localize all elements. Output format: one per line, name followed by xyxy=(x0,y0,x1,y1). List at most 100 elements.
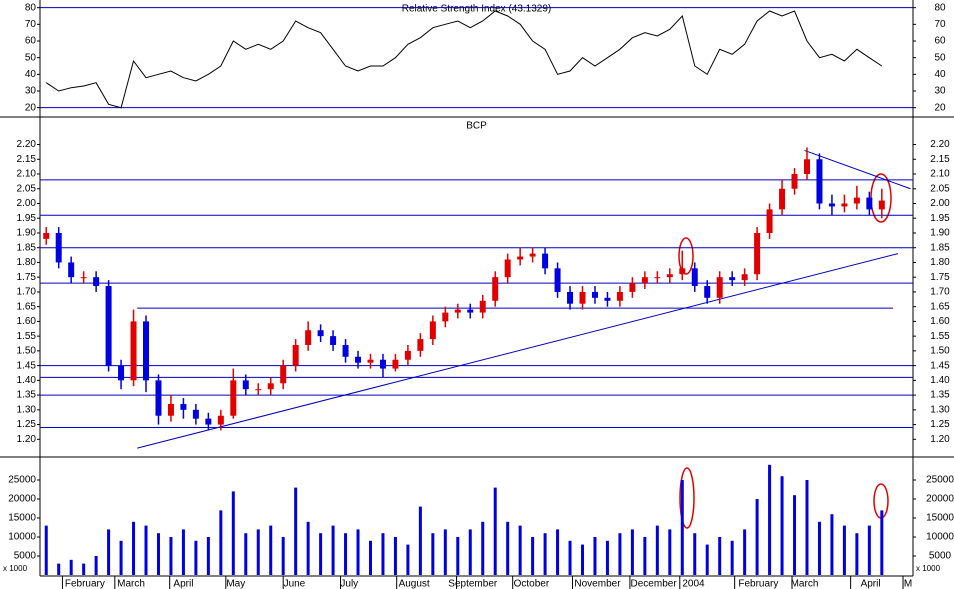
volume-bar xyxy=(194,540,198,575)
candle-body xyxy=(629,283,636,292)
candle-body xyxy=(691,268,698,287)
y-tick-label-right: 1.95 xyxy=(930,213,950,224)
y-tick-label-right: 25000 xyxy=(926,475,954,486)
y-tick-label-right: 20000 xyxy=(926,494,954,505)
volume-bar xyxy=(755,499,759,575)
volume-bar xyxy=(344,533,348,575)
candle-body xyxy=(230,380,237,416)
volume-bar xyxy=(481,521,485,575)
candle-body xyxy=(841,203,848,207)
volume-bar xyxy=(805,480,809,575)
y-tick-label-right: 5000 xyxy=(929,551,952,562)
y-tick-label: 50 xyxy=(25,52,37,63)
volume-bar xyxy=(842,525,846,575)
highlight-ellipse xyxy=(678,237,694,275)
volume-bar xyxy=(643,537,647,575)
candle-body xyxy=(43,232,50,239)
volume-bar xyxy=(356,529,360,575)
volume-bar xyxy=(331,525,335,575)
y-tick-label: 2.10 xyxy=(17,169,37,180)
volume-bar xyxy=(132,521,136,575)
x-tick-label: March xyxy=(117,579,145,589)
candle-body xyxy=(205,418,212,425)
candle-body xyxy=(542,253,549,269)
candle-body xyxy=(866,197,873,210)
y-tick-label-right: 1.75 xyxy=(930,272,950,283)
y-tick-label-right: 1.90 xyxy=(930,228,950,239)
x-tick-label: April xyxy=(861,579,881,589)
candle-body xyxy=(118,365,125,381)
candle-body xyxy=(616,291,623,301)
candle-body xyxy=(504,259,511,278)
y-tick-label-right: 1.65 xyxy=(930,301,950,312)
volume-bar xyxy=(269,525,273,575)
volume-bar xyxy=(107,529,111,575)
volume-bar xyxy=(593,537,597,575)
candle-body xyxy=(180,403,187,410)
volume-bar xyxy=(431,533,435,575)
candle-body xyxy=(492,277,499,301)
candle-body xyxy=(716,277,723,298)
y-tick-label-right: 15000 xyxy=(926,513,954,524)
volume-bar xyxy=(219,510,223,575)
candle-body xyxy=(355,356,362,363)
y-tick-label-right: 1.40 xyxy=(930,375,950,386)
y-tick-label: 1.50 xyxy=(17,346,37,357)
candle-body xyxy=(93,277,100,287)
panel-title: BCP xyxy=(466,121,487,132)
candle-body xyxy=(404,350,411,360)
volume-bar xyxy=(556,529,560,575)
y-tick-label-right: 1.70 xyxy=(930,287,950,298)
candle-body xyxy=(305,330,312,345)
x-tick-label: July xyxy=(340,579,358,589)
candle-body xyxy=(766,209,773,233)
candle-body xyxy=(704,286,711,298)
y-tick-label-right: 40 xyxy=(934,69,946,80)
y-tick-label: 2.15 xyxy=(17,154,37,165)
volume-bar xyxy=(518,525,522,575)
y-tick-label: 1.60 xyxy=(17,316,37,327)
candle-body xyxy=(280,365,287,384)
y-tick-label-right: 1.80 xyxy=(930,257,950,268)
volume-bar xyxy=(368,540,372,575)
candle-body xyxy=(55,232,62,263)
candle-body xyxy=(529,253,536,257)
candle-body xyxy=(292,344,299,366)
candle-body xyxy=(666,274,673,278)
candle-body xyxy=(729,277,736,281)
candle-body xyxy=(479,300,486,313)
y-tick-label: 70 xyxy=(25,19,37,30)
unit-label: x 1000 xyxy=(3,564,28,573)
volume-bar xyxy=(743,529,747,575)
y-tick-label-right: 1.55 xyxy=(930,331,950,342)
y-tick-label-right: 1.50 xyxy=(930,346,950,357)
candle-body xyxy=(417,339,424,351)
candle-body xyxy=(567,291,574,304)
y-tick-label-right: 80 xyxy=(934,2,946,13)
y-tick-label-right: 1.35 xyxy=(930,390,950,401)
volume-bar xyxy=(119,540,123,575)
candle-body xyxy=(255,389,262,391)
volume-bar xyxy=(393,537,397,575)
volume-bar xyxy=(693,533,697,575)
candle-body xyxy=(330,336,337,345)
y-tick-label: 1.35 xyxy=(17,390,37,401)
volume-bar xyxy=(144,525,148,575)
volume-bar xyxy=(655,525,659,575)
candle-body xyxy=(155,380,162,416)
y-tick-label: 1.20 xyxy=(17,434,37,445)
y-tick-label-right: 20 xyxy=(934,102,946,113)
candle-body xyxy=(379,359,386,369)
candle-body xyxy=(816,159,823,204)
candle-body xyxy=(242,380,249,390)
volume-bar xyxy=(830,514,834,575)
candle-body xyxy=(579,291,586,304)
trend-line xyxy=(137,253,899,449)
candle-body xyxy=(741,274,748,281)
y-tick-label-right: 1.25 xyxy=(930,419,950,430)
candle-body xyxy=(591,291,598,298)
y-tick-label-right: 2.10 xyxy=(930,169,950,180)
x-tick-label: May xyxy=(226,579,245,589)
